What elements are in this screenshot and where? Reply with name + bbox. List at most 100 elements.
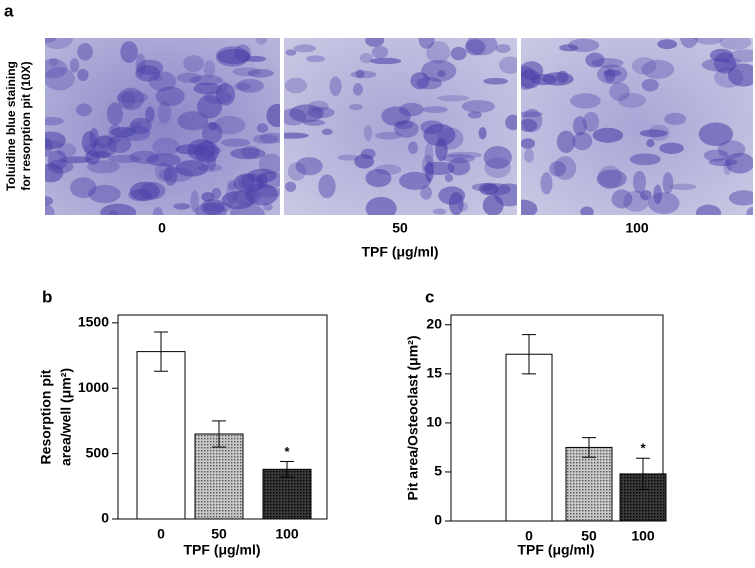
stain: [135, 65, 161, 82]
stain: [363, 124, 373, 142]
stain: [197, 94, 223, 119]
stain: [505, 114, 517, 131]
stain: [695, 204, 721, 215]
stain: [596, 64, 628, 85]
stain: [360, 148, 376, 160]
stain: [146, 153, 181, 167]
stain: [258, 153, 280, 175]
stain: [337, 154, 359, 161]
stain: [556, 70, 569, 83]
stain: [572, 131, 593, 151]
stain: [352, 82, 363, 96]
stain: [45, 205, 55, 215]
stain: [130, 121, 142, 130]
y-label: area/well (μm²): [58, 368, 74, 466]
stain: [659, 142, 684, 154]
stain: [556, 130, 576, 153]
stain: [85, 150, 100, 165]
stain: [701, 58, 738, 72]
stain: [662, 172, 674, 195]
plot-frame: [450, 314, 664, 522]
stain: [190, 75, 223, 86]
category-label: 100: [625, 220, 649, 236]
stain: [597, 165, 622, 190]
stain: [293, 44, 317, 53]
stain: [155, 86, 185, 107]
stain: [45, 196, 54, 206]
stain: [175, 144, 207, 155]
stain: [247, 69, 274, 78]
stain: [553, 156, 577, 180]
stain: [108, 124, 123, 144]
stain: [478, 127, 487, 140]
stain: [152, 137, 180, 156]
y-tick-label: 0: [434, 512, 442, 528]
stain: [75, 103, 92, 117]
stain: [350, 70, 377, 79]
stain: [100, 203, 137, 215]
stain: [680, 38, 698, 49]
stain: [349, 104, 363, 111]
category-label: 50: [392, 220, 408, 236]
stain: [365, 196, 397, 215]
stain: [464, 39, 486, 56]
stain: [479, 182, 499, 196]
stain: [498, 56, 517, 74]
stain: [56, 143, 77, 158]
stain: [329, 76, 342, 97]
stain: [252, 134, 279, 144]
stain: [164, 165, 178, 186]
stain: [467, 111, 482, 119]
stain: [559, 44, 579, 52]
stain: [725, 152, 753, 174]
y-tick-label: 1500: [78, 314, 109, 330]
stain: [233, 173, 265, 193]
stain: [234, 44, 251, 62]
stain: [484, 157, 511, 179]
stain: [572, 116, 587, 136]
category-label: 0: [158, 220, 166, 236]
stain: [611, 189, 633, 209]
stain: [81, 131, 97, 154]
stain: [241, 173, 256, 191]
stain: [648, 192, 680, 215]
stain: [117, 87, 145, 111]
stain: [45, 163, 64, 183]
stain: [176, 72, 202, 84]
stain: [570, 93, 601, 109]
stain: [444, 173, 454, 182]
stain: [422, 106, 448, 114]
texture: [521, 38, 753, 215]
stain: [108, 210, 118, 215]
stain: [631, 57, 657, 75]
stain: [723, 159, 732, 175]
stain: [694, 38, 723, 45]
stain: [494, 183, 517, 207]
stain: [640, 189, 652, 201]
stain: [371, 45, 389, 59]
stain: [190, 190, 199, 213]
stain: [45, 116, 64, 126]
stain: [121, 125, 151, 141]
stain: [641, 59, 675, 79]
stain: [93, 135, 117, 159]
stain: [724, 58, 742, 65]
stain: [305, 55, 326, 63]
panel-label: b: [42, 287, 52, 306]
stain: [420, 185, 433, 200]
stain: [232, 67, 261, 77]
y-label: for resorption pit (10X): [19, 61, 33, 190]
stain: [232, 189, 261, 205]
stain: [540, 172, 553, 195]
stain: [145, 106, 155, 123]
stain: [48, 58, 59, 67]
stain: [129, 117, 152, 135]
stain: [256, 123, 269, 133]
stain: [201, 198, 225, 215]
stain: [729, 49, 753, 63]
stain: [653, 184, 663, 205]
y-label: Toluidine blue staining: [4, 61, 18, 191]
stain: [152, 207, 164, 215]
y-tick-label: 20: [426, 316, 442, 332]
